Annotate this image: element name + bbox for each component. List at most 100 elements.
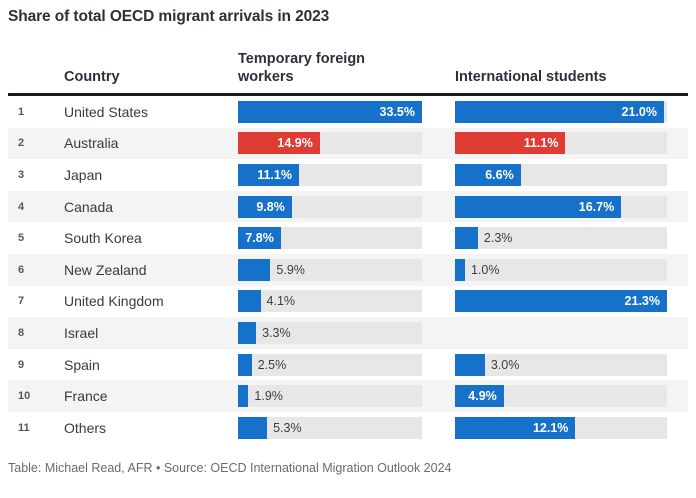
workers-cell: 5.9% <box>238 258 422 281</box>
students-bar-track: 2.3% <box>455 227 667 250</box>
bar-value-label: 14.9% <box>277 136 313 151</box>
table-row: 11 Others 5.3% 12.1% <box>8 412 688 444</box>
workers-bar-track: 11.1% <box>238 163 422 186</box>
bar-value-label: 9.8% <box>256 199 285 214</box>
country-label: United States <box>64 103 149 120</box>
workers-bar: 7.8% <box>238 227 281 250</box>
students-cell: 11.1% <box>455 132 667 155</box>
students-bar: 21.3% <box>455 290 667 313</box>
bar-value-label: 4.1% <box>266 294 296 309</box>
students-bar: 21.0% <box>455 100 664 123</box>
students-cell: 16.7% <box>455 195 667 218</box>
bar-value-label: 33.5% <box>379 104 415 119</box>
students-bar-track: 21.3% <box>455 290 667 313</box>
rank-label: 1 <box>18 105 25 118</box>
bar-value-label: 5.3% <box>273 420 302 435</box>
workers-cell: 4.1% <box>238 290 422 313</box>
bar-value-label: 21.3% <box>624 294 660 309</box>
bar-value-label: 2.5% <box>257 357 287 372</box>
students-bar-track: 6.6% <box>455 163 667 186</box>
ranking-table: Country Temporary foreign workers Intern… <box>8 26 688 444</box>
bar-value-label: 11.1% <box>523 136 559 151</box>
students-bar-track: 1.0% <box>455 258 667 281</box>
bar-value-label: 5.9% <box>276 262 305 277</box>
students-cell: 12.1% <box>455 416 667 439</box>
students-bar-track: 11.1% <box>455 132 667 155</box>
table-row: 7 United Kingdom 4.1% 21.3% <box>8 286 688 318</box>
rank-label: 10 <box>18 390 31 403</box>
rank-label: 6 <box>18 263 25 276</box>
workers-bar-track: 7.8% <box>238 227 422 250</box>
students-bar-track: 4.9% <box>455 385 667 408</box>
workers-cell: 5.3% <box>238 416 422 439</box>
workers-bar: 9.8% <box>238 195 292 218</box>
workers-cell: 7.8% <box>238 227 422 250</box>
table-header: Country Temporary foreign workers Intern… <box>8 26 688 96</box>
workers-bar-track: 1.9% <box>238 385 422 408</box>
workers-bar-track: 2.5% <box>238 353 422 376</box>
students-bar-track: 12.1% <box>455 416 667 439</box>
workers-cell: 3.3% <box>238 321 422 344</box>
workers-cell: 11.1% <box>238 163 422 186</box>
workers-bar: 11.1% <box>238 163 299 186</box>
chart-title: Share of total OECD migrant arrivals in … <box>8 8 330 25</box>
students-column-header: International students <box>455 68 607 85</box>
students-bar: 6.6% <box>455 163 521 186</box>
country-label: South Korea <box>64 230 142 247</box>
workers-bar <box>238 258 271 281</box>
workers-bar <box>238 353 252 376</box>
students-bar <box>455 353 485 376</box>
workers-cell: 14.9% <box>238 132 422 155</box>
table-row: 4 Canada 9.8% 16.7% <box>8 190 688 223</box>
table-row: 1 United States 33.5% 21.0% <box>8 96 688 128</box>
students-cell: 2.3% <box>455 227 667 250</box>
bar-value-label: 12.1% <box>532 420 569 435</box>
bar-value-label: 1.0% <box>470 262 500 277</box>
workers-cell: 1.9% <box>238 385 422 408</box>
students-bar: 16.7% <box>455 195 622 218</box>
students-bar: 11.1% <box>455 132 566 155</box>
students-cell: 21.3% <box>455 290 667 313</box>
rank-label: 7 <box>18 295 25 308</box>
country-label: France <box>64 388 108 405</box>
table-row: 6 New Zealand 5.9% 1.0% <box>8 253 688 286</box>
country-label: Japan <box>64 166 103 183</box>
country-label: Spain <box>64 356 100 373</box>
source-note: Table: Michael Read, AFR • Source: OECD … <box>8 460 452 475</box>
workers-bar-track: 9.8% <box>238 195 422 218</box>
bar-value-label: 3.3% <box>262 325 291 340</box>
students-bar-track: 3.0% <box>455 353 667 376</box>
bar-value-label: 3.0% <box>490 357 520 372</box>
bar-value-label: 2.3% <box>483 231 513 246</box>
students-bar <box>455 258 465 281</box>
bar-value-label: 6.6% <box>485 167 514 182</box>
workers-bar-track: 5.9% <box>238 258 422 281</box>
students-cell: 3.0% <box>455 353 667 376</box>
workers-cell: 9.8% <box>238 195 422 218</box>
country-label: Australia <box>64 135 119 152</box>
students-bar: 4.9% <box>455 385 504 408</box>
workers-bar-track: 33.5% <box>238 100 422 123</box>
bar-value-label: 7.8% <box>245 231 274 246</box>
workers-bar <box>238 385 249 408</box>
students-cell: 4.9% <box>455 385 667 408</box>
table-row: 8 Israel 3.3% <box>8 317 688 349</box>
workers-bar: 33.5% <box>238 100 422 123</box>
table-row: 10 France 1.9% 4.9% <box>8 380 688 412</box>
rank-label: 5 <box>18 232 25 245</box>
country-label: Canada <box>64 198 114 215</box>
workers-bar: 14.9% <box>238 132 320 155</box>
workers-bar <box>238 416 268 439</box>
chart-card: Share of total OECD migrant arrivals in … <box>8 8 688 475</box>
workers-bar-track: 4.1% <box>238 290 422 313</box>
table-row: 9 Spain 2.5% 3.0% <box>8 349 688 381</box>
table-body: 1 United States 33.5% 21.0% 2 Australia 14.9% 1… <box>8 96 688 444</box>
workers-bar <box>238 290 261 313</box>
country-label: Others <box>64 419 107 436</box>
bar-value-label: 4.9% <box>468 389 497 404</box>
students-bar-track: 16.7% <box>455 195 667 218</box>
workers-cell: 33.5% <box>238 100 422 123</box>
rank-label: 9 <box>18 358 25 371</box>
workers-bar-track: 5.3% <box>238 416 422 439</box>
bar-value-label: 11.1% <box>257 167 292 182</box>
